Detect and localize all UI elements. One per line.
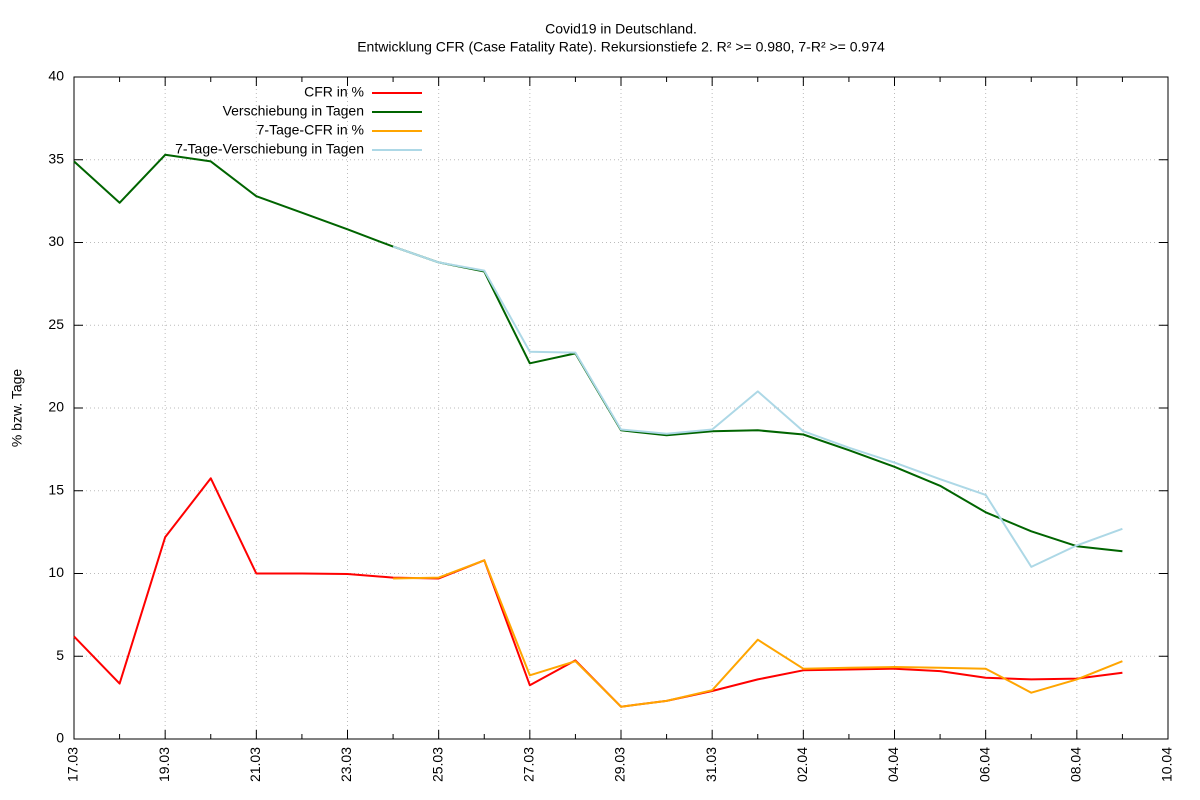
y-tick-label: 30 <box>48 233 64 249</box>
x-tick-label: 27.03 <box>521 747 537 782</box>
y-axis-label: % bzw. Tage <box>9 369 25 448</box>
x-tick-label: 25.03 <box>429 747 445 782</box>
y-tick-label: 35 <box>48 150 64 166</box>
legend-label: CFR in % <box>304 84 364 100</box>
x-tick-label: 04.04 <box>885 747 901 782</box>
chart-title: Covid19 in Deutschland. <box>545 21 697 37</box>
x-tick-label: 23.03 <box>338 747 354 782</box>
x-tick-label: 31.03 <box>703 747 719 782</box>
legend-label: 7-Tage-CFR in % <box>257 122 364 138</box>
y-tick-label: 5 <box>56 647 64 663</box>
legend-label: Verschiebung in Tagen <box>223 103 364 119</box>
x-tick-label: 02.04 <box>794 747 810 782</box>
x-tick-label: 08.04 <box>1068 747 1084 782</box>
x-tick-label: 19.03 <box>156 747 172 782</box>
legend-label: 7-Tage-Verschiebung in Tagen <box>175 141 364 157</box>
x-tick-label: 17.03 <box>65 747 81 782</box>
y-tick-label: 0 <box>56 730 64 746</box>
series-line <box>392 245 1123 568</box>
y-tick-label: 10 <box>48 564 64 580</box>
plot-frame <box>73 76 1169 740</box>
y-tick-label: 15 <box>48 481 64 497</box>
x-tick-label: 06.04 <box>976 747 992 782</box>
chart-subtitle: Entwicklung CFR (Case Fatality Rate). Re… <box>357 39 885 55</box>
series-line <box>393 559 1123 708</box>
y-tick-label: 40 <box>48 68 64 84</box>
y-tick-label: 25 <box>48 316 64 332</box>
series-line <box>73 153 1123 553</box>
x-tick-label: 29.03 <box>612 747 628 782</box>
x-tick-label: 21.03 <box>247 747 263 782</box>
x-tick-label: 10.04 <box>1159 747 1175 782</box>
y-tick-label: 20 <box>48 399 64 415</box>
series-line <box>73 477 1123 708</box>
